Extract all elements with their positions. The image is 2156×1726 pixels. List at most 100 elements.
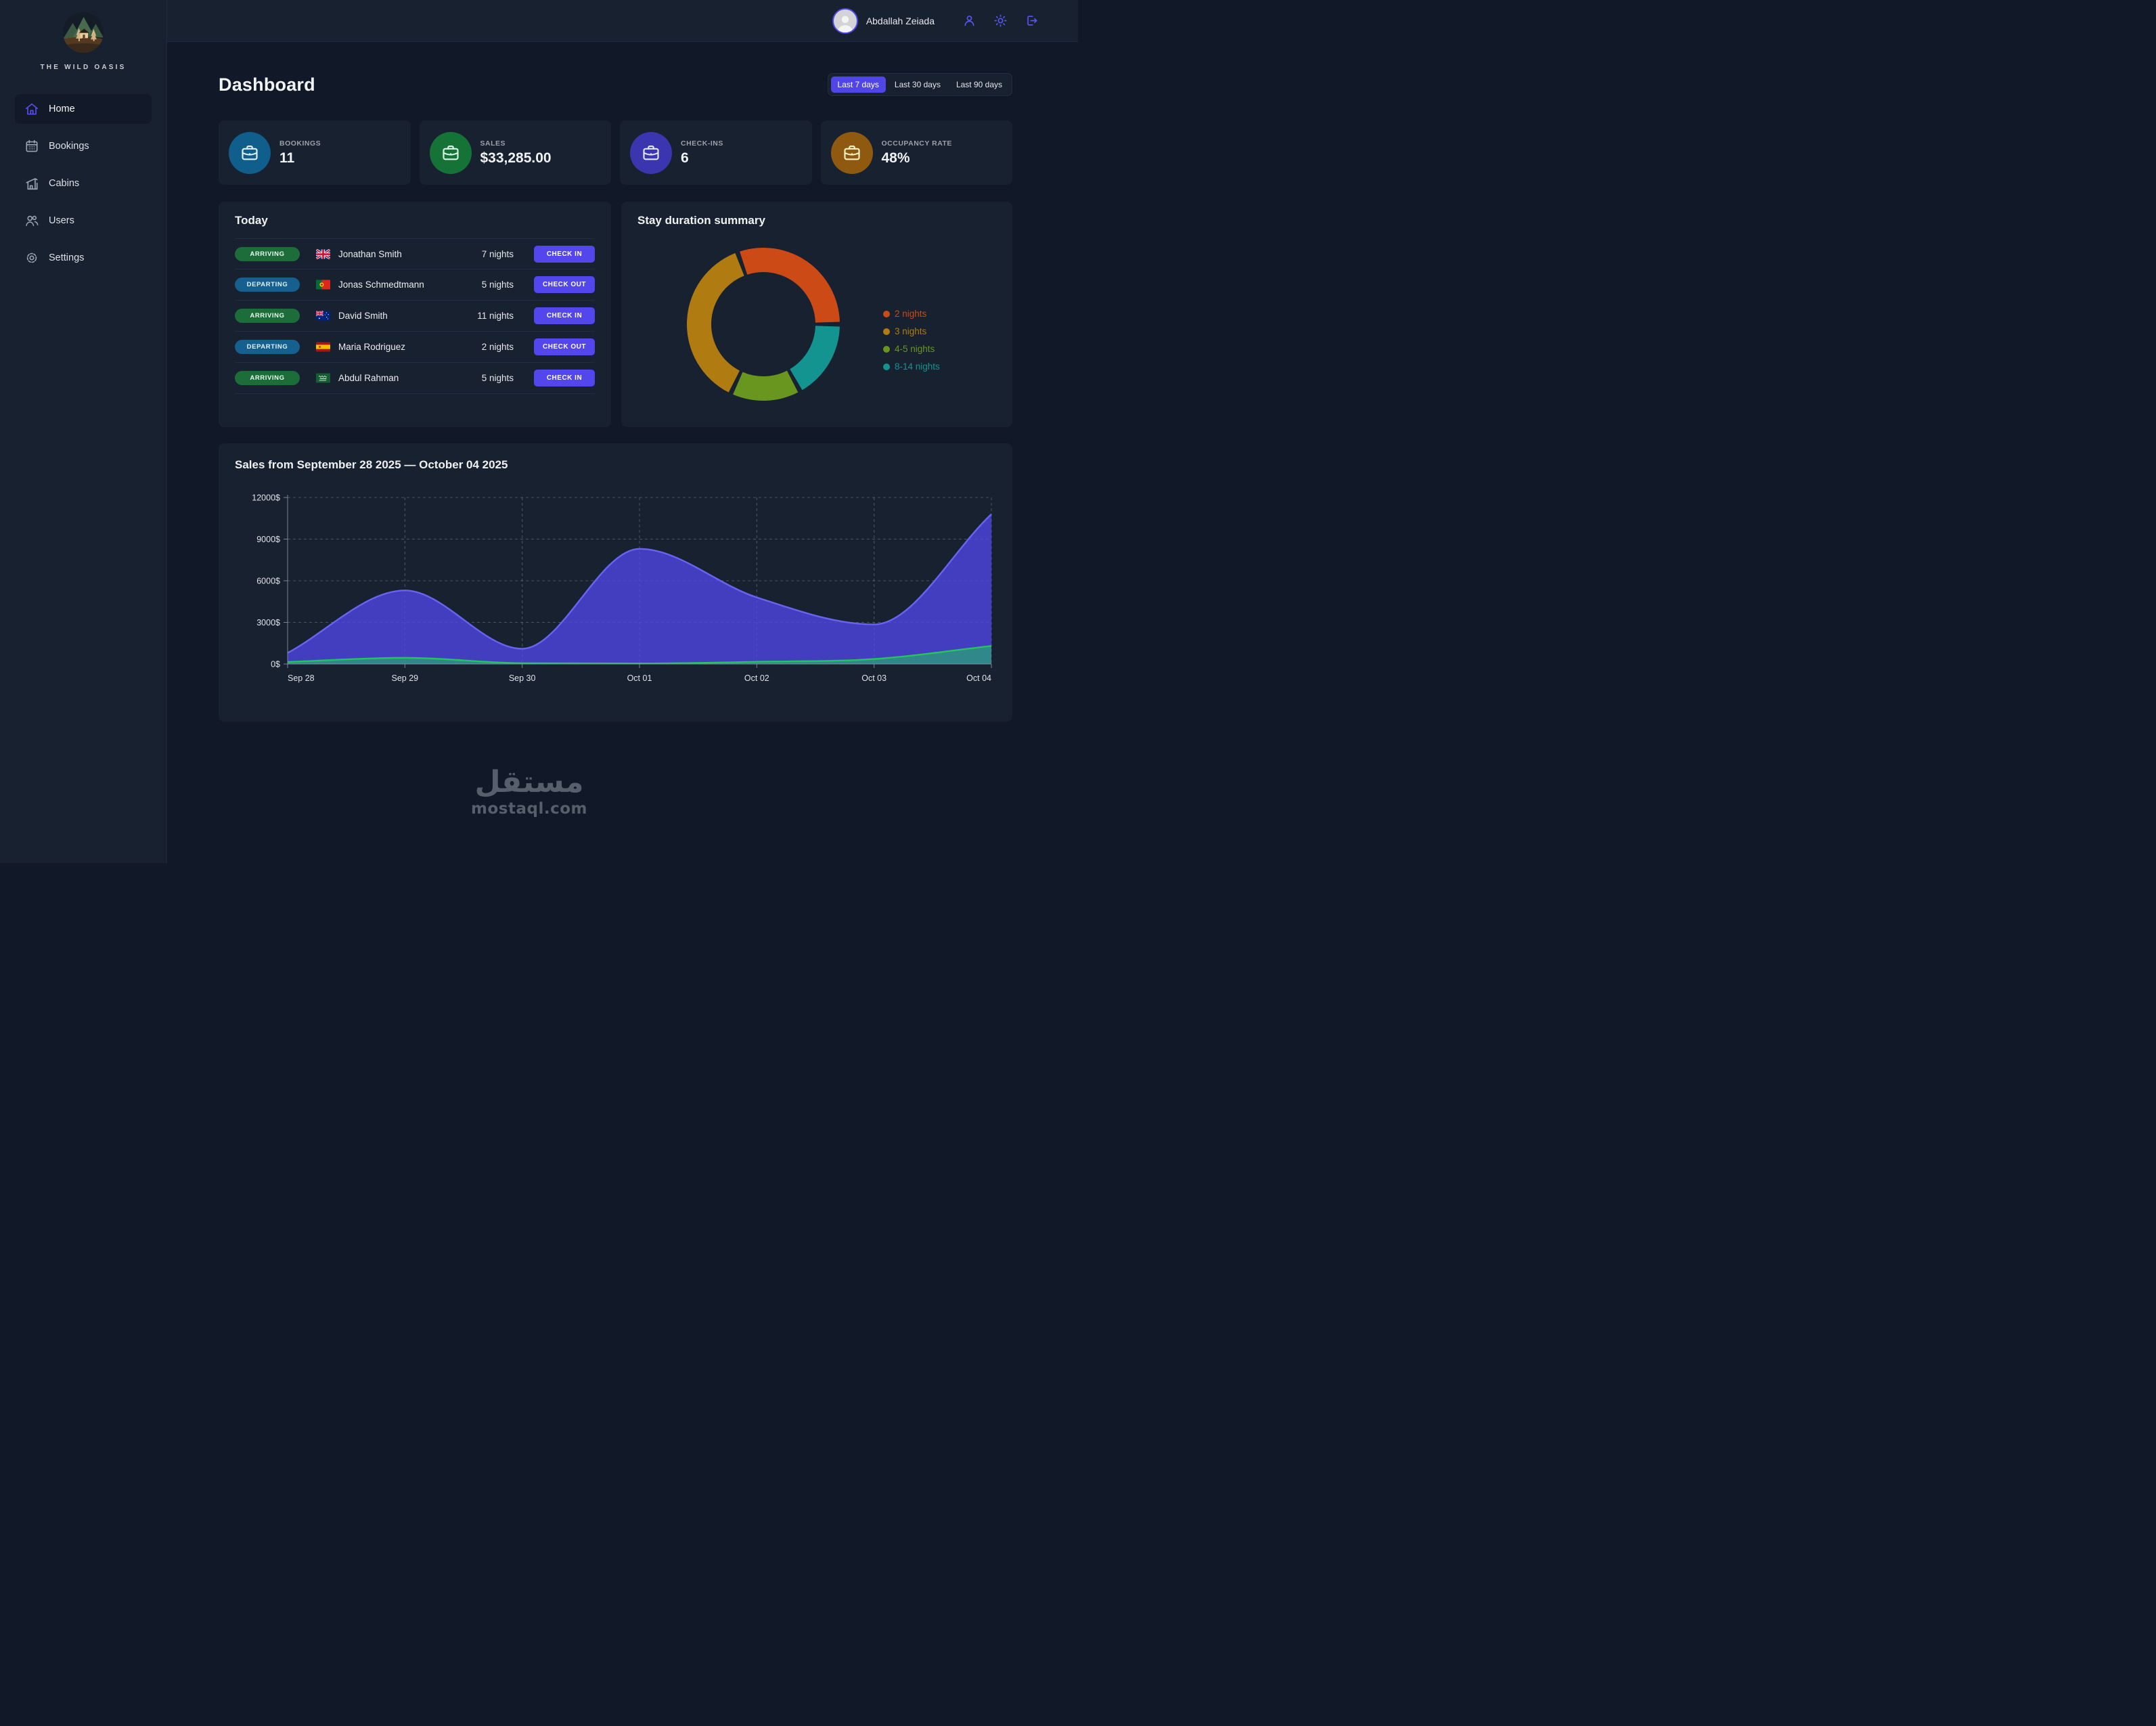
sidebar-item-label: Bookings: [49, 141, 89, 152]
check-in-button[interactable]: CHECK IN: [534, 245, 595, 263]
briefcase-icon: [830, 131, 873, 174]
status-badge: DEPARTING: [235, 278, 300, 292]
legend-item: 3 nights: [883, 326, 940, 336]
svg-text:9000$: 9000$: [256, 535, 280, 544]
stat-value: 11: [279, 150, 295, 166]
nights: 11 nights: [477, 311, 514, 321]
sidebar-item-cabins[interactable]: Cabins: [15, 169, 152, 198]
nights: 5 nights: [481, 280, 514, 290]
legend-dot-icon: [883, 310, 890, 317]
flag-sa-icon: [316, 373, 330, 383]
filter-last-30-days[interactable]: Last 30 days: [888, 76, 947, 93]
stat-label: OCCUPANCY RATE: [881, 139, 952, 148]
sidebar-item-settings[interactable]: Settings: [15, 243, 152, 273]
nights: 5 nights: [481, 373, 514, 383]
check-in-button[interactable]: CHECK IN: [534, 307, 595, 324]
guest-name: David Smith: [338, 311, 388, 321]
logout-button[interactable]: [1020, 9, 1043, 32]
sales-area-chart: 0$ 3000$ 6000$ 9000$ 12000$ Sep 28 Sep 29 Sep 3…: [252, 493, 992, 683]
briefcase-icon: [630, 131, 672, 174]
stay-duration-donut-chart: [679, 240, 848, 412]
date-range-filter: Last 7 days Last 30 days Last 90 days: [827, 73, 1012, 96]
status-badge: ARRIVING: [235, 309, 300, 323]
cabin-icon: [24, 176, 39, 191]
page-title: Dashboard: [219, 74, 315, 95]
filter-last-7-days[interactable]: Last 7 days: [830, 76, 886, 93]
guest-name: Abdul Rahman: [338, 373, 399, 383]
stat-label: BOOKINGS: [279, 139, 321, 148]
svg-text:6000$: 6000$: [256, 576, 280, 585]
today-list: ARRIVING Jonathan Smith 7 nights CHECK I…: [235, 238, 595, 394]
stats-row: BOOKINGS 11 SALES $33,285.00: [219, 120, 1012, 185]
today-row: ARRIVING David Smith 11 nights CHECK IN: [235, 301, 595, 332]
legend-item: 4-5 nights: [883, 344, 940, 354]
gear-icon: [24, 250, 39, 265]
watermark-arabic-logo: مستقل: [474, 765, 584, 799]
svg-text:Sep 29: Sep 29: [392, 673, 419, 683]
legend-dot-icon: [883, 363, 890, 370]
legend-item: 2 nights: [883, 309, 940, 319]
stat-label: CHECK-INS: [681, 139, 723, 148]
stat-check-ins: CHECK-INS 6: [620, 120, 812, 185]
theme-toggle-button[interactable]: [989, 9, 1012, 32]
brand-name: THE WILD OASIS: [40, 64, 127, 71]
check-out-button[interactable]: CHECK OUT: [534, 276, 595, 293]
guest-name: Maria Rodriguez: [338, 342, 406, 352]
svg-text:12000$: 12000$: [252, 493, 280, 502]
legend-dot-icon: [883, 328, 890, 335]
watermark-site: mostaql.com: [471, 800, 587, 818]
check-out-button[interactable]: CHECK OUT: [534, 338, 595, 355]
user-name: Abdallah Zeiada: [866, 15, 935, 26]
flag-pt-icon: [316, 280, 330, 290]
svg-text:Oct 04: Oct 04: [966, 673, 991, 683]
svg-text:Oct 01: Oct 01: [627, 673, 652, 683]
account-button[interactable]: [958, 9, 981, 32]
stat-sales: SALES $33,285.00: [419, 120, 611, 185]
briefcase-icon: [429, 131, 472, 174]
avatar: [832, 7, 858, 34]
donut-legend: 2 nights 3 nights 4-5 nights 8-14 nights: [883, 309, 940, 372]
users-icon: [24, 213, 39, 228]
top-header: Abdallah Zeiada: [167, 0, 1078, 42]
today-row: ARRIVING Abdul Rahman 5 nights CHECK IN: [235, 363, 595, 394]
status-badge: ARRIVING: [235, 371, 300, 385]
stat-label: SALES: [480, 139, 506, 148]
briefcase-icon: [229, 131, 271, 174]
svg-text:Oct 02: Oct 02: [744, 673, 769, 683]
today-activity-panel: Today ARRIVING Jonathan Smith 7 nights C…: [219, 202, 611, 427]
svg-text:Sep 28: Sep 28: [288, 673, 315, 683]
watermark: مستقل mostaql.com: [455, 766, 604, 818]
stat-value: 6: [681, 150, 689, 166]
sales-chart-panel: Sales from September 28 2025 — October 0…: [219, 443, 1012, 722]
sidebar-item-label: Cabins: [49, 178, 80, 189]
main-content: Dashboard Last 7 days Last 30 days Last …: [167, 42, 1078, 863]
sidebar-item-label: Home: [49, 104, 75, 114]
sidebar-item-home[interactable]: Home: [15, 94, 152, 124]
today-row: ARRIVING Jonathan Smith 7 nights CHECK I…: [235, 238, 595, 269]
sidebar-nav: Home Bookings Cabins: [0, 94, 166, 273]
flag-gb-icon: [316, 248, 330, 259]
status-badge: ARRIVING: [235, 246, 300, 261]
today-row: DEPARTING Jonas Schmedtmann 5 nights CHE…: [235, 269, 595, 301]
filter-last-90-days[interactable]: Last 90 days: [949, 76, 1009, 93]
svg-text:Sep 30: Sep 30: [509, 673, 536, 683]
stat-occupancy: OCCUPANCY RATE 48%: [820, 120, 1012, 185]
status-badge: DEPARTING: [235, 340, 300, 354]
home-icon: [24, 102, 39, 116]
svg-text:Oct 03: Oct 03: [861, 673, 886, 683]
sidebar-item-users[interactable]: Users: [15, 206, 152, 236]
guest-name: Jonathan Smith: [338, 248, 402, 259]
calendar-icon: [24, 139, 39, 154]
today-title: Today: [235, 214, 268, 227]
today-row: DEPARTING Maria Rodriguez 2 nights CHECK…: [235, 332, 595, 363]
check-in-button[interactable]: CHECK IN: [534, 370, 595, 386]
legend-item: 8-14 nights: [883, 361, 940, 372]
stay-duration-title: Stay duration summary: [637, 214, 765, 227]
sidebar-item-bookings[interactable]: Bookings: [15, 131, 152, 161]
stat-value: 48%: [881, 150, 910, 166]
sidebar-item-label: Settings: [49, 252, 85, 263]
sales-chart-title: Sales from September 28 2025 — October 0…: [235, 458, 508, 471]
stat-bookings: BOOKINGS 11: [219, 120, 411, 185]
nights: 7 nights: [481, 248, 514, 259]
app-logo: [62, 11, 105, 54]
